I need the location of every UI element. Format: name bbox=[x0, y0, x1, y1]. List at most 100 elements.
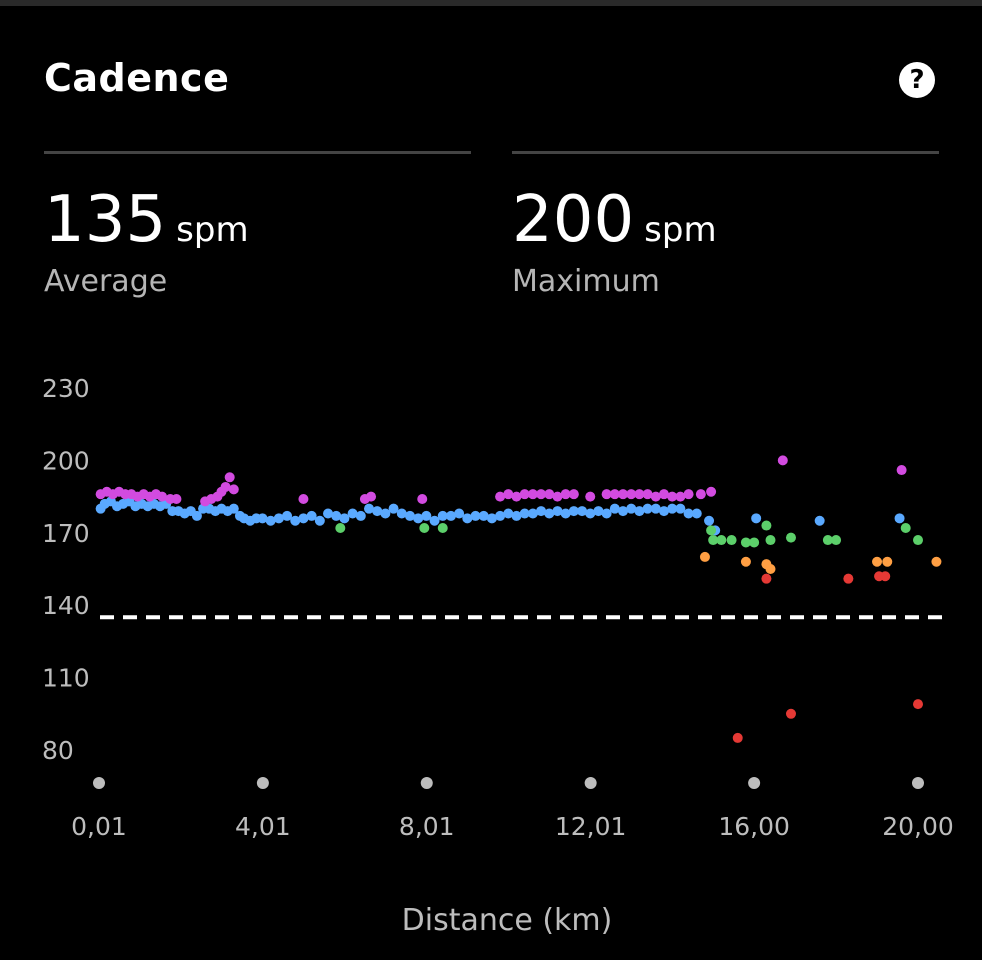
y-tick-label: 200 bbox=[42, 446, 90, 475]
data-point bbox=[667, 503, 678, 514]
data-point bbox=[363, 503, 374, 514]
data-point bbox=[626, 489, 637, 500]
average-value: 135 bbox=[44, 183, 167, 257]
data-point bbox=[740, 537, 751, 548]
average-unit: spm bbox=[176, 210, 249, 250]
y-axis: 230 200 170 140 110 80 bbox=[42, 374, 90, 765]
data-point bbox=[642, 489, 653, 500]
maximum-value: 200 bbox=[512, 183, 635, 257]
data-point bbox=[372, 506, 383, 517]
x-tick-dot bbox=[256, 777, 269, 789]
question-circle-icon: ? bbox=[909, 65, 925, 95]
y-tick-label: 110 bbox=[42, 664, 90, 693]
data-point bbox=[732, 732, 743, 743]
data-point bbox=[503, 508, 514, 519]
data-point bbox=[388, 503, 399, 514]
data-point bbox=[347, 508, 358, 519]
maximum-stat: 200 spm Maximum bbox=[512, 184, 717, 299]
x-axis-label: Distance (km) bbox=[402, 903, 613, 938]
data-point bbox=[691, 508, 702, 519]
y-tick-label: 230 bbox=[42, 374, 90, 403]
data-point bbox=[323, 508, 334, 519]
x-tick-label: 0,01 bbox=[71, 812, 127, 841]
data-point bbox=[931, 556, 942, 567]
maximum-label: Maximum bbox=[512, 264, 660, 299]
help-button[interactable]: ? bbox=[899, 62, 935, 98]
data-point bbox=[220, 481, 231, 492]
average-label: Average bbox=[44, 264, 168, 299]
data-point bbox=[478, 510, 489, 521]
data-point bbox=[699, 551, 710, 562]
data-point bbox=[421, 510, 432, 521]
data-point bbox=[366, 491, 377, 502]
data-point bbox=[650, 491, 661, 502]
data-point bbox=[417, 494, 428, 505]
maximum-divider bbox=[512, 151, 939, 154]
data-point bbox=[658, 506, 669, 517]
data-point bbox=[228, 484, 239, 495]
data-point bbox=[470, 510, 481, 521]
data-point bbox=[609, 503, 620, 514]
data-point bbox=[511, 510, 522, 521]
data-point bbox=[913, 535, 923, 546]
card-title: Cadence bbox=[44, 56, 230, 100]
x-tick-label: 8,01 bbox=[399, 812, 455, 841]
data-point bbox=[609, 489, 620, 500]
data-point bbox=[675, 491, 686, 502]
data-point bbox=[708, 535, 719, 546]
cadence-chart[interactable]: 230 200 170 140 110 80 0,01 4,01 8,01 12,01 16,00… bbox=[0, 360, 982, 960]
data-point bbox=[560, 489, 571, 500]
x-tick-label: 12,01 bbox=[555, 812, 627, 841]
data-point bbox=[511, 491, 522, 502]
data-point bbox=[822, 535, 833, 546]
data-point bbox=[634, 489, 645, 500]
data-point bbox=[339, 513, 350, 524]
data-point bbox=[228, 503, 239, 514]
data-point bbox=[667, 491, 678, 502]
average-divider bbox=[44, 151, 471, 154]
x-tick-dot bbox=[93, 777, 105, 789]
data-point bbox=[706, 486, 717, 497]
data-point bbox=[880, 571, 891, 582]
data-point bbox=[683, 508, 694, 519]
data-point bbox=[224, 472, 235, 483]
data-point bbox=[273, 513, 284, 524]
data-point bbox=[749, 537, 760, 548]
data-point bbox=[335, 522, 346, 533]
x-axis: 0,01 4,01 8,01 12,01 16,00 20,00 bbox=[71, 777, 954, 841]
data-point bbox=[601, 489, 612, 500]
data-point bbox=[765, 564, 776, 574]
data-point bbox=[585, 491, 596, 502]
data-point bbox=[706, 525, 717, 536]
data-point bbox=[290, 515, 301, 526]
data-point bbox=[536, 489, 547, 500]
data-point bbox=[585, 508, 596, 519]
data-point bbox=[843, 573, 854, 584]
data-point bbox=[536, 506, 547, 517]
data-point bbox=[913, 699, 923, 710]
data-point bbox=[355, 510, 366, 521]
data-point bbox=[882, 556, 893, 567]
data-point bbox=[306, 510, 317, 521]
data-point bbox=[872, 556, 883, 567]
x-tick-label: 16,00 bbox=[718, 812, 790, 841]
data-point bbox=[527, 489, 538, 500]
data-point bbox=[495, 510, 506, 521]
data-point bbox=[761, 573, 772, 584]
data-point bbox=[626, 503, 637, 514]
y-tick-label: 80 bbox=[42, 736, 74, 765]
status-bar-strip bbox=[0, 0, 982, 6]
data-point bbox=[257, 513, 268, 524]
data-point bbox=[658, 489, 669, 500]
data-point bbox=[552, 506, 563, 517]
data-point bbox=[157, 491, 168, 502]
data-point bbox=[298, 494, 309, 505]
x-tick-dot bbox=[420, 777, 433, 789]
data-point bbox=[560, 508, 571, 519]
data-point bbox=[437, 522, 448, 533]
data-point bbox=[650, 503, 661, 514]
data-point bbox=[896, 465, 907, 476]
data-point bbox=[429, 515, 440, 526]
data-point bbox=[642, 503, 653, 514]
x-tick-dot bbox=[584, 777, 597, 789]
